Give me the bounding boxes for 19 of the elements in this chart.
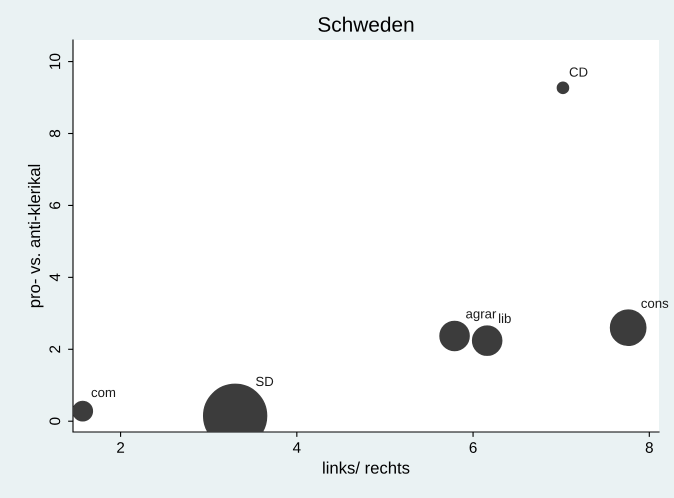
- annotation: cons: [641, 300, 668, 308]
- y-axis-title: pro- vs. anti-klerikal: [28, 164, 44, 308]
- x-tick-label: 6: [470, 442, 477, 453]
- x-tick-label: 2: [117, 442, 124, 453]
- y-tick-label: 2: [49, 346, 60, 353]
- annotation: lib: [499, 313, 511, 324]
- y-tick-label: 8: [49, 130, 60, 138]
- x-tick-label: 4: [292, 442, 301, 453]
- y-tick-label: 6: [49, 202, 60, 209]
- x-axis-title: links/ rechts: [323, 462, 410, 474]
- y-tick-label: 4: [50, 274, 60, 282]
- annotation: SD: [256, 376, 274, 386]
- x-tick-label: 8: [646, 442, 653, 453]
- y-tick-label: 0: [49, 418, 60, 425]
- annotation: CD: [570, 67, 588, 77]
- annotation: agrar: [466, 311, 496, 322]
- annotation: com: [92, 390, 116, 398]
- y-tick-label: 10: [49, 54, 60, 69]
- chart-title: Schweden: [318, 16, 414, 32]
